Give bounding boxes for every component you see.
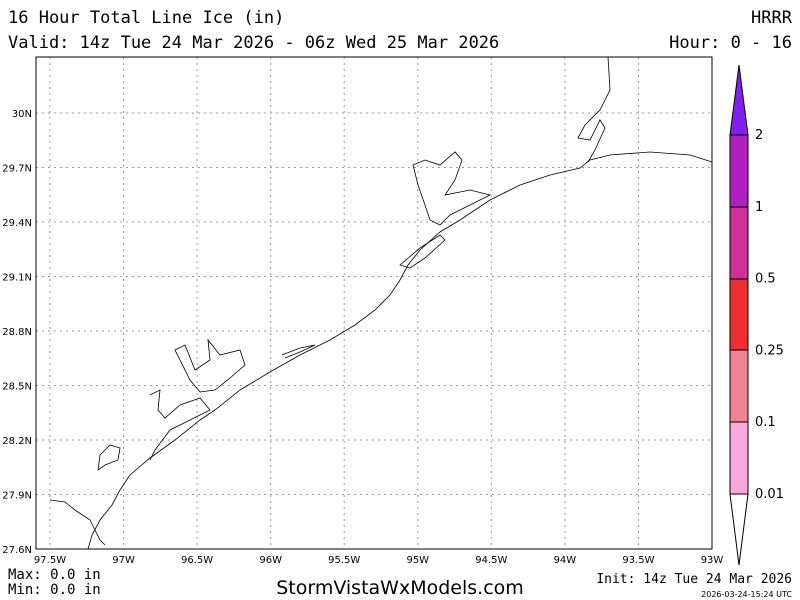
colorbar-under	[729, 493, 749, 566]
lat-label: 30N	[12, 109, 32, 120]
map-frame	[35, 56, 713, 550]
colorbar-bin	[729, 278, 749, 351]
website: StormVistaWxModels.com	[276, 577, 524, 599]
colorbar-bin	[729, 349, 749, 423]
grid	[36, 57, 712, 549]
lat-label: 27.9N	[2, 491, 32, 502]
init-time: Init: 14z Tue 24 Mar 2026	[596, 572, 792, 587]
lat-label: 28.5N	[2, 382, 32, 393]
lon-label: 97.5W	[34, 555, 66, 566]
colorbar-bin	[729, 421, 749, 495]
valid-time: Valid: 14z Tue 24 Mar 2026 - 06z Wed 25 …	[8, 33, 499, 53]
min-value: Min: 0.0 in	[8, 582, 101, 598]
lon-label: 93.5W	[622, 555, 654, 566]
lon-label: 93W	[701, 555, 724, 566]
colorbar-label: 0.1	[755, 415, 776, 430]
lat-label: 28.2N	[2, 436, 32, 447]
lat-label: 29.7N	[2, 164, 32, 175]
model: HRRR	[751, 8, 793, 28]
colorbar	[729, 64, 749, 566]
coastline	[49, 56, 713, 550]
lon-label: 96.5W	[181, 555, 213, 566]
lon-label: 95W	[406, 555, 429, 566]
lat-label: 29.4N	[2, 218, 32, 229]
lat-label: 29.1N	[2, 273, 32, 284]
title: 16 Hour Total Line Ice (in)	[8, 8, 284, 28]
colorbar-bin	[729, 206, 749, 280]
lon-label: 96W	[259, 555, 282, 566]
colorbar-label: 0.5	[755, 272, 776, 287]
colorbar-label: 2	[755, 128, 763, 143]
timestamp: 2026-03-24-15:24 UTC	[701, 590, 792, 599]
colorbar-label: 0.25	[755, 343, 784, 358]
lon-label: 97W	[112, 555, 135, 566]
colorbar-label: 1	[755, 200, 763, 215]
lon-label: 94W	[554, 555, 577, 566]
lat-label: 28.8N	[2, 327, 32, 338]
colorbar-over	[729, 64, 749, 136]
colorbar-bin	[729, 134, 749, 208]
max-value: Max: 0.0 in	[8, 567, 101, 583]
hour-range: Hour: 0 - 16	[669, 33, 792, 53]
lon-label: 95.5W	[328, 555, 360, 566]
lon-label: 94.5W	[475, 555, 507, 566]
colorbar-label: 0.01	[755, 487, 784, 502]
lat-label: 27.6N	[2, 545, 32, 556]
